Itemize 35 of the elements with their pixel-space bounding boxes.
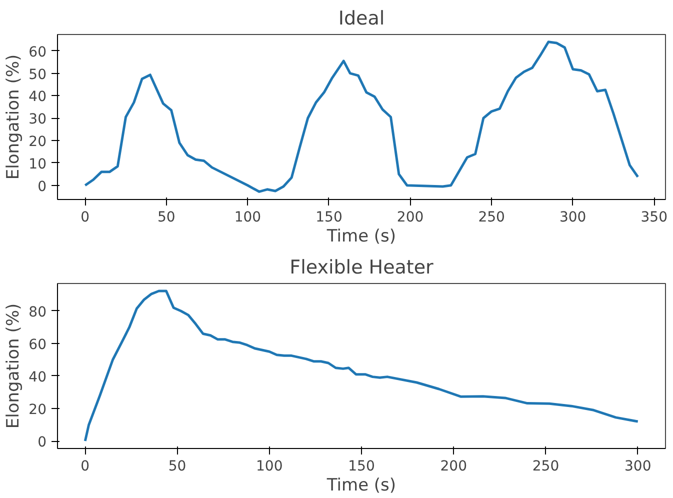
y-tick-label: 50: [28, 66, 47, 83]
y-tick-label: 60: [28, 44, 47, 60]
y-tick-label: 80: [28, 304, 47, 320]
x-tick-label: 50: [158, 210, 176, 226]
x-tick-label: 200: [440, 458, 467, 474]
y-axis-title: Elongation (%): [4, 303, 24, 429]
y-tick-label: 10: [28, 156, 47, 172]
x-tick-label: 250: [532, 458, 560, 474]
y-tick-label: 60: [28, 336, 47, 353]
y-tick-label: 0: [38, 434, 47, 451]
y-tick-label: 0: [38, 178, 47, 195]
x-tick-label: 100: [256, 458, 283, 474]
y-tick-label: 40: [28, 89, 47, 106]
x-tick-label: 300: [559, 210, 586, 226]
x-axis-title: Time (s): [326, 476, 396, 496]
y-axis-title: Elongation (%): [4, 54, 24, 180]
x-tick-label: 150: [348, 458, 375, 474]
x-tick-label: 0: [80, 210, 90, 226]
x-tick-label: 0: [80, 458, 90, 474]
y-tick-label: 20: [28, 134, 47, 150]
chart-title: Flexible Heater: [290, 256, 434, 278]
x-tick-label: 300: [624, 458, 652, 474]
line-series: [84, 290, 640, 442]
x-tick-label: 250: [478, 210, 505, 226]
x-tick-label: 150: [316, 210, 342, 226]
x-axis-title: Time (s): [326, 226, 396, 246]
x-tick-label: 50: [168, 458, 186, 474]
x-tick-label: 200: [396, 210, 424, 226]
chart-title: Ideal: [338, 8, 385, 30]
y-tick-label: 20: [28, 402, 47, 418]
line-series: [84, 40, 640, 193]
y-tick-label: 40: [28, 370, 47, 386]
x-tick-label: 350: [640, 210, 668, 226]
y-tick-label: 30: [28, 112, 47, 128]
x-tick-label: 100: [234, 210, 262, 226]
